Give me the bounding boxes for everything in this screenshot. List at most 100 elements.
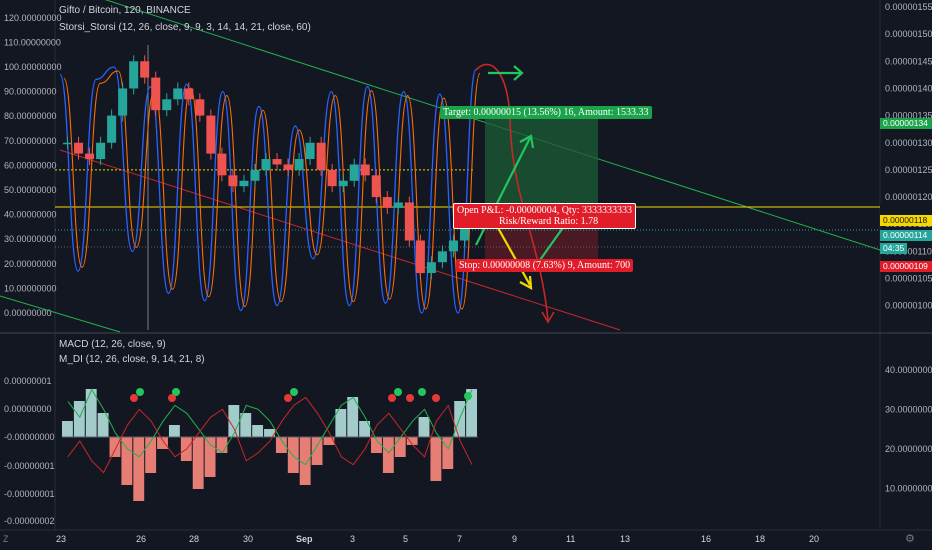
left-axis-tick-label: 0.00000000 <box>4 308 52 318</box>
candle-body <box>74 142 84 154</box>
macd-histogram-bar <box>299 437 311 485</box>
left-axis-tick-label: 90.00000000 <box>4 87 57 97</box>
macd-axis-tick-label: 0.00000001 <box>4 376 52 386</box>
macd-histogram-bar <box>323 437 335 445</box>
stop-label[interactable]: Stop: 0.00000008 (7.63%) 9, Amount: 700 <box>456 259 634 272</box>
left-axis-tick-label: 70.00000000 <box>4 136 57 146</box>
macd-histogram-bar <box>430 437 442 481</box>
candle-body <box>96 142 106 160</box>
time-axis-tick-label: 13 <box>620 534 630 544</box>
macd-histogram-bar <box>466 389 477 437</box>
time-axis-tick-label: 30 <box>243 534 253 544</box>
signal-marker-icon <box>168 394 176 402</box>
candle-body <box>228 175 238 187</box>
countdown-tag: 04:35 <box>880 243 907 254</box>
open-line-blank-tag <box>880 203 932 214</box>
signal-marker-icon <box>464 392 472 400</box>
candle-body <box>151 77 161 111</box>
macd-histogram-bar <box>121 437 133 485</box>
macd-histogram-bar <box>394 437 406 457</box>
right-axis-tick-label: 0.00000150 <box>885 29 932 39</box>
right-axis-tick-label: 0.00000120 <box>885 192 932 202</box>
candle-body <box>206 115 216 154</box>
open-price-tag: 0.00000118 <box>880 215 932 226</box>
signal-marker-icon <box>432 394 440 402</box>
candle-body <box>382 197 392 208</box>
signal-marker-icon <box>394 388 402 396</box>
current-price-tag: 0.00000114 <box>880 230 932 241</box>
candle-body <box>360 164 370 176</box>
macd-histogram-bar <box>287 437 299 473</box>
mdi-axis-tick-label: 20.00000000 <box>885 444 932 454</box>
time-axis-tick-label: 26 <box>136 534 146 544</box>
left-axis-tick-label: 110.00000000 <box>4 37 61 47</box>
macd-histogram-bar <box>335 409 347 437</box>
signal-marker-icon <box>136 388 144 396</box>
macd-histogram-bar <box>192 437 204 489</box>
candle-body <box>63 142 73 145</box>
candle-body <box>239 180 249 187</box>
macd-axis-tick-label: -0.00000002 <box>4 516 55 526</box>
candle-body <box>129 61 139 89</box>
candle-body <box>305 142 315 160</box>
time-axis-tick-label: 3 <box>350 534 355 544</box>
macd-indicator-title: MACD (12, 26, close, 9) <box>59 339 166 350</box>
macd-histogram-bar <box>145 437 157 473</box>
signal-marker-icon <box>406 394 414 402</box>
macd-histogram-bar <box>97 413 109 437</box>
macd-histogram-bar <box>371 437 382 453</box>
signal-marker-icon <box>172 388 180 396</box>
time-axis-tick-label: Sep <box>296 534 313 544</box>
candle-body <box>349 164 359 181</box>
candle-body <box>459 224 469 241</box>
projection-green-arrowhead-up <box>519 134 535 149</box>
open-pnl-label[interactable]: Open P&L: -0.00000004, Qty: 3333333333 R… <box>453 203 636 229</box>
time-axis-tick-label: 16 <box>701 534 711 544</box>
time-axis-tick-label: 20 <box>809 534 819 544</box>
projection-red-arrowhead <box>541 311 555 324</box>
candle-body <box>217 153 227 176</box>
left-axis-tick-label: 120.00000000 <box>4 13 62 23</box>
right-axis-tick-label: 0.00000110 <box>885 246 932 256</box>
right-axis-tick-label: 0.00000155 <box>885 2 932 12</box>
time-axis-tick-label: 7 <box>457 534 462 544</box>
left-axis-tick-label: 30.00000000 <box>4 234 57 244</box>
target-label[interactable]: Target: 0.00000015 (13.56%) 16, Amount: … <box>440 106 652 119</box>
candle-body <box>294 159 304 170</box>
macd-histogram-bar <box>240 413 252 437</box>
left-axis-tick-label: 10.00000000 <box>4 283 57 293</box>
candle-body <box>316 142 326 170</box>
macd-histogram-bar <box>204 437 216 477</box>
right-axis-tick-label: 0.00000145 <box>885 56 932 66</box>
time-axis-tick-label: 18 <box>755 534 765 544</box>
candle-body <box>140 61 150 78</box>
candle-body <box>184 88 194 100</box>
candle-body <box>283 164 293 170</box>
macd-histogram-bar <box>275 437 287 453</box>
candle-body <box>107 115 117 143</box>
macd-histogram-bar <box>406 437 418 445</box>
settings-icon: ⚙ <box>905 533 915 545</box>
macd-histogram-bar <box>133 437 145 501</box>
target-price-tag: 0.00000134 <box>880 118 932 129</box>
projection-green-arrowhead-right <box>513 65 524 81</box>
signal-marker-icon <box>130 394 138 402</box>
symbol-title: Gifto / Bitcoin, 120, BINANCE <box>59 5 191 16</box>
macd-histogram-bar <box>418 417 430 437</box>
candle-body <box>426 262 436 274</box>
time-axis-tick-label: 23 <box>56 534 66 544</box>
macd-axis-tick-label: -0.00000000 <box>4 432 55 442</box>
macd-histogram-bar <box>73 401 85 437</box>
candle-body <box>162 99 172 111</box>
macd-histogram-bar <box>442 437 454 469</box>
macd-histogram-bar <box>311 437 323 465</box>
right-axis-tick-label: 0.00000140 <box>885 83 932 93</box>
macd-axis-tick-label: -0.00000001 <box>4 489 55 499</box>
mdi-line-red <box>67 396 473 474</box>
stop-price-tag: 0.00000109 <box>880 261 932 272</box>
candle-body <box>404 202 414 241</box>
storsi-indicator-title: Storsi_Storsi (12, 26, close, 9, 9, 3, 1… <box>59 22 311 33</box>
left-axis-tick-label: 40.00000000 <box>4 210 57 220</box>
macd-histogram-bar <box>216 437 228 453</box>
